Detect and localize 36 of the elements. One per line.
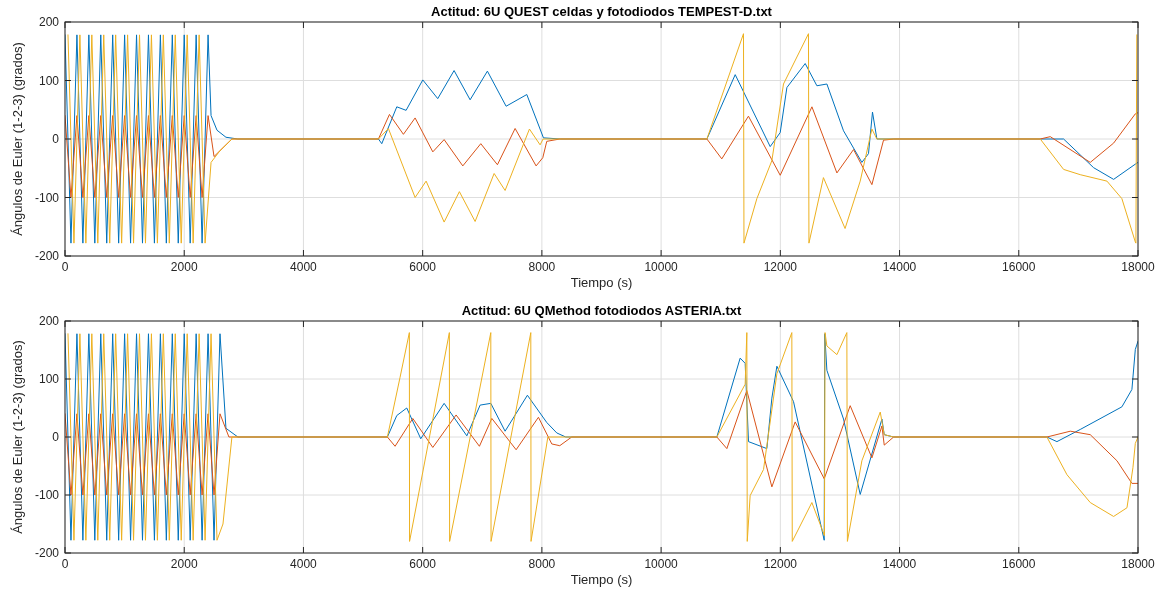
x-tick-label: 18000 xyxy=(1121,260,1156,274)
x-tick-label: 8000 xyxy=(528,260,556,274)
y-tick-label: 200 xyxy=(38,15,60,29)
x-tick-label: 10000 xyxy=(644,260,679,274)
x-tick-label: 10000 xyxy=(644,557,679,571)
x-tick-label: 6000 xyxy=(409,260,437,274)
y-tick-label: 200 xyxy=(38,314,60,328)
y-tick-label: -100 xyxy=(34,488,60,502)
x-tick-label: 14000 xyxy=(882,260,917,274)
x-tick-label: 4000 xyxy=(290,557,318,571)
y-tick-label: -200 xyxy=(34,546,60,560)
y-tick-label: -100 xyxy=(34,190,60,205)
x-tick-label: 2000 xyxy=(170,557,198,571)
x-tick-label: 2000 xyxy=(170,260,198,274)
chart-title: Actitud: 6U QUEST celdas y fotodiodos TEMPEST-D.txt xyxy=(431,4,773,19)
y-tick-label: 100 xyxy=(38,372,60,386)
x-tick-label: 0 xyxy=(61,260,69,274)
chart-title: Actitud: 6U QMethod fotodiodos ASTERIA.txt xyxy=(461,303,743,318)
x-tick-label: 16000 xyxy=(1002,260,1036,274)
y-tick-label: 100 xyxy=(38,73,60,88)
x-tick-label: 12000 xyxy=(763,260,798,274)
x-tick-label: 14000 xyxy=(882,557,917,571)
x-axis-title: Tiempo (s) xyxy=(570,275,633,290)
x-tick-label: 18000 xyxy=(1121,557,1156,571)
x-axis-title: Tiempo (s) xyxy=(570,572,633,587)
y-axis-title: Ángulos de Euler (1-2-3) (grados) xyxy=(10,340,25,534)
x-tick-label: 8000 xyxy=(528,557,556,571)
y-tick-label: 0 xyxy=(52,430,60,444)
y-tick-label: 0 xyxy=(52,132,60,146)
x-tick-label: 0 xyxy=(61,557,69,571)
x-tick-label: 12000 xyxy=(763,557,798,571)
x-tick-label: 6000 xyxy=(409,557,437,571)
x-tick-label: 4000 xyxy=(290,260,318,274)
y-tick-label: -200 xyxy=(34,249,60,263)
x-tick-label: 16000 xyxy=(1002,557,1036,571)
y-axis-title: Ángulos de Euler (1-2-3) (grados) xyxy=(10,42,25,236)
